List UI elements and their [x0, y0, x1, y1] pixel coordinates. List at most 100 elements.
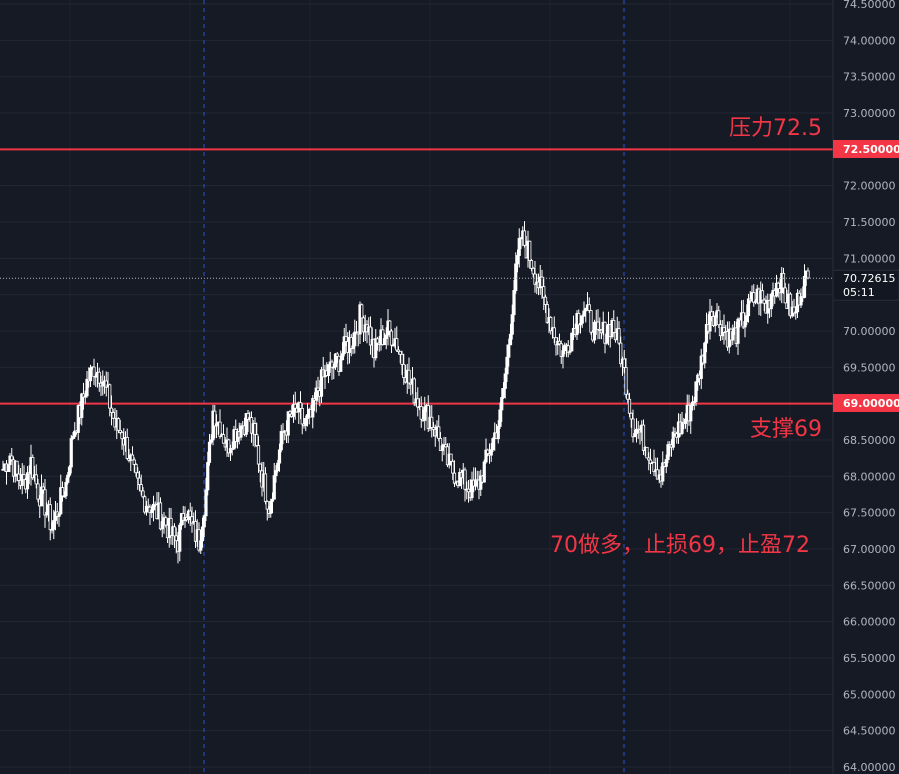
candle-body	[319, 369, 324, 397]
candle-body	[689, 405, 693, 422]
y-tick-label: 65.00000	[843, 688, 896, 701]
candle-body	[473, 479, 478, 487]
candle-body	[666, 444, 670, 460]
candle-body	[746, 298, 751, 317]
candle-body	[15, 460, 19, 475]
support-price-label-bg	[833, 394, 899, 412]
candle-body	[197, 529, 201, 551]
candle-body	[398, 351, 402, 355]
candle-body	[736, 318, 740, 344]
candle-body	[228, 448, 233, 454]
y-tick-label: 73.50000	[843, 71, 896, 84]
candle-body	[690, 401, 695, 406]
candle-body	[582, 310, 586, 317]
candle-body	[188, 510, 192, 518]
y-tick-label: 64.00000	[843, 761, 896, 774]
candle-body	[76, 405, 80, 433]
candle-body	[491, 438, 495, 451]
candle-body	[83, 395, 87, 398]
candle-body	[449, 453, 453, 462]
candle-body	[479, 475, 483, 490]
candle-body	[333, 353, 338, 368]
y-tick-label: 73.00000	[843, 107, 896, 120]
candle-body	[806, 270, 810, 279]
candle-body	[31, 457, 35, 479]
candle-body	[430, 416, 434, 428]
candle-body	[533, 273, 537, 285]
candle-body	[146, 505, 150, 508]
candle-body	[221, 434, 226, 444]
candle-body	[263, 473, 268, 502]
candle-body	[94, 375, 98, 378]
candle-body	[570, 332, 574, 352]
candle-countdown: 05:11	[843, 286, 875, 299]
candle-body	[752, 292, 756, 303]
candle-body	[762, 299, 766, 304]
candle-body	[134, 464, 138, 474]
resistance-price-label-bg	[833, 140, 899, 158]
candle-body	[342, 336, 346, 355]
candle-body	[694, 381, 698, 402]
candle-body	[528, 240, 532, 261]
candle-body	[605, 333, 609, 344]
candle-body	[545, 304, 549, 323]
candle-body	[239, 425, 243, 438]
candle-body	[647, 457, 651, 461]
candle-body	[388, 320, 392, 332]
candle-body	[85, 378, 89, 397]
candle-body	[6, 464, 10, 472]
candle-body	[440, 445, 444, 451]
candle-body	[59, 487, 63, 515]
candle-body	[788, 293, 793, 317]
support-annotation: 支撑69	[750, 417, 822, 442]
candle-body	[351, 345, 355, 349]
price-axis[interactable]: 74.50000 74.00000 73.50000 73.00000 72.50000…	[832, 0, 896, 774]
candle-body	[634, 428, 639, 434]
candle-body	[41, 486, 45, 491]
candle-body	[774, 282, 779, 297]
y-tick-label: 72.00000	[843, 180, 896, 193]
resistance-price-label: 72.50000	[843, 143, 899, 156]
candle-body	[143, 496, 147, 513]
candle-body	[566, 345, 570, 353]
candle-body	[655, 469, 660, 480]
candle-body	[190, 516, 194, 524]
candle-body	[69, 438, 73, 468]
candle-body	[101, 381, 105, 387]
candle-body	[207, 441, 212, 463]
candle-body	[561, 350, 565, 357]
candle-body	[671, 431, 675, 448]
candle-body	[501, 388, 506, 398]
candle-body	[291, 403, 296, 417]
candle-body	[218, 421, 222, 437]
candle-body	[794, 311, 798, 314]
candle-body	[48, 504, 52, 531]
candle-body	[62, 495, 66, 498]
candle-body	[549, 317, 553, 332]
candle-body	[596, 321, 600, 330]
candle-body	[335, 353, 339, 357]
candle-body	[592, 321, 597, 341]
candle-body	[683, 418, 688, 424]
candle-body	[45, 511, 49, 516]
candle-body	[88, 367, 93, 382]
candle-body	[416, 398, 420, 408]
candle-body	[603, 321, 607, 344]
candle-body	[717, 310, 721, 326]
candle-body	[431, 427, 436, 430]
candle-body	[50, 528, 54, 531]
candle-body	[783, 287, 787, 304]
candle-body	[508, 333, 513, 346]
candle-body	[130, 454, 135, 461]
candle-body	[486, 449, 490, 454]
candle-body	[641, 424, 646, 451]
candle-body	[258, 463, 262, 472]
candle-body	[515, 255, 520, 265]
candle-body	[799, 296, 803, 306]
candle-body	[132, 459, 136, 465]
candle-body	[617, 328, 621, 344]
candle-body	[60, 487, 65, 497]
candle-body	[330, 361, 334, 368]
candle-body	[580, 315, 584, 324]
